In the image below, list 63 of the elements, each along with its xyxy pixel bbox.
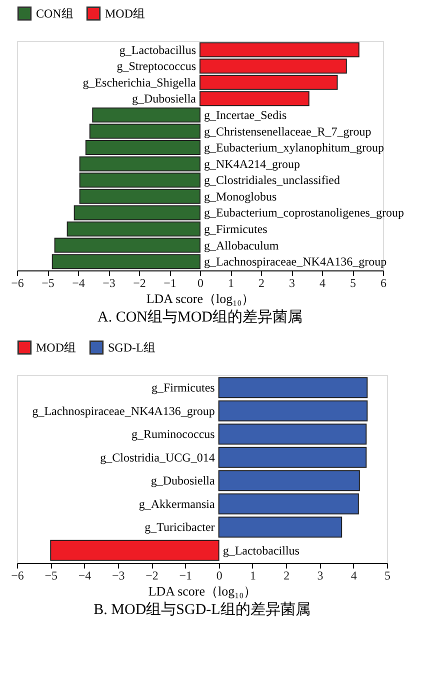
- y-tick-label: g_Allobaculum: [204, 238, 280, 252]
- legend-label: SGD-L组: [108, 340, 156, 355]
- x-tick-label: 1: [250, 568, 256, 582]
- legend-label: CON组: [36, 6, 74, 21]
- y-tick-label: g_Streptococcus: [116, 59, 196, 74]
- x-axis-title: LDA score（log₁₀）: [146, 290, 255, 306]
- y-tick-label: g_Lactobacillus: [119, 42, 196, 57]
- y-tick-label: g_Escherichia_Shigella: [82, 75, 197, 90]
- bar: [218, 400, 368, 422]
- text: B. MOD组与SGD-L组的差异菌属: [94, 601, 310, 618]
- y-tick-label: g_NK4A214_group: [204, 156, 300, 171]
- y-tick-label: g_Ruminococcus: [131, 427, 216, 442]
- y-tick-label: g_Monoglobus: [204, 189, 278, 204]
- x-tick-label: 0: [198, 276, 204, 290]
- x-tick-label: −5: [44, 568, 58, 582]
- x-tick-label: −2: [133, 276, 146, 290]
- y-tick-label: g_Eubacterium_xylanophitum_group: [204, 140, 384, 155]
- y-tick-label: g_Christensenellaceae_R_7_group: [204, 124, 372, 138]
- y-tick-label: g_Clostridiales_unclassified: [204, 173, 340, 188]
- y-tick-label: g_Dubosiella: [132, 92, 197, 106]
- x-tick-label: −5: [42, 276, 54, 290]
- y-tick-label: g_Firmicutes: [204, 222, 268, 236]
- y-tick-label: g_Lachnospiraceae_NK4A136_group: [204, 254, 387, 269]
- x-tick-label: 0: [216, 568, 222, 582]
- x-tick-label: 6: [380, 276, 386, 290]
- x-tick-label: 4: [350, 568, 357, 582]
- legend-label: MOD组: [105, 6, 146, 21]
- y-tick-label: g_Eubacterium_coprostanoligenes_group: [204, 206, 404, 220]
- legend-label: MOD组: [36, 340, 76, 355]
- bar: [218, 377, 368, 398]
- x-tick-label: −6: [11, 276, 24, 290]
- bar: [218, 424, 367, 445]
- y-tick-label: g_Firmicutes: [151, 380, 216, 395]
- text: A. CON组与MOD组的差异菌属: [97, 308, 303, 326]
- y-tick-label: g_Dubosiella: [150, 474, 216, 488]
- x-tick-label: −1: [164, 276, 176, 290]
- y-tick-label: g_Turicibacter: [144, 520, 215, 534]
- x-tick-label: −2: [146, 568, 158, 582]
- x-tick-label: 3: [317, 568, 324, 582]
- bar: [218, 446, 367, 468]
- x-tick-label: −3: [102, 276, 116, 290]
- y-tick-label: g_Incertae_Sedis: [204, 108, 287, 122]
- x-axis-title: LDA score（log₁₀）: [148, 584, 257, 598]
- x-tick-label: 1: [228, 276, 234, 290]
- bar: [218, 493, 359, 514]
- x-tick-label: 5: [384, 568, 390, 582]
- bar: [218, 516, 342, 538]
- y-tick-label: g_Lactobacillus: [222, 543, 300, 558]
- bar: [218, 470, 360, 492]
- y-tick-label: g_Lachnospiraceae_NK4A136_group: [32, 404, 215, 418]
- y-tick-label: g_Clostridia_UCG_014: [100, 450, 215, 464]
- x-tick-label: −4: [78, 568, 92, 582]
- x-tick-label: −4: [72, 276, 85, 290]
- x-tick-label: 4: [320, 276, 326, 290]
- y-tick-label: g_Akkermansia: [138, 496, 216, 511]
- bar: [50, 540, 220, 561]
- x-tick-label: 3: [289, 276, 295, 290]
- x-tick-label: 2: [284, 568, 290, 582]
- x-tick-label: −1: [179, 568, 192, 582]
- x-tick-label: −6: [11, 568, 24, 582]
- x-tick-label: 5: [350, 276, 356, 290]
- x-tick-label: 2: [258, 276, 264, 290]
- x-tick-label: −3: [112, 568, 125, 582]
